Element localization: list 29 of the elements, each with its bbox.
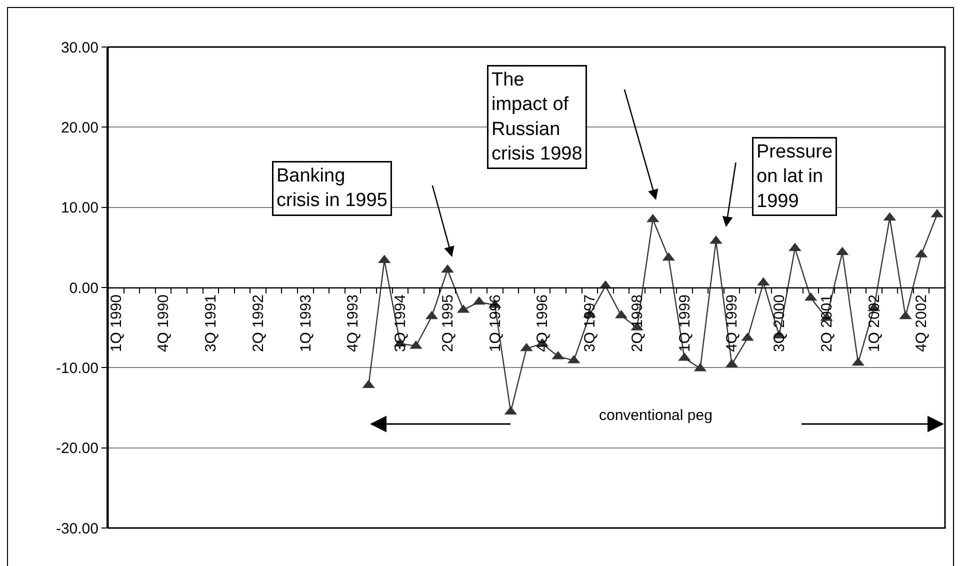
x-tick-label: 3Q 2000 bbox=[771, 294, 788, 352]
x-tick-label: 1Q 1990 bbox=[108, 294, 125, 352]
x-tick-label: 1Q 2002 bbox=[866, 294, 883, 352]
annotation: Pressure on lat in 1999 bbox=[756, 142, 833, 212]
y-tick-label: -20.00 bbox=[56, 440, 98, 458]
y-tick-label: -10.00 bbox=[56, 360, 98, 377]
x-tick-label: 4Q 1990 bbox=[155, 294, 172, 352]
x-tick-label: 4Q 1999 bbox=[724, 294, 741, 352]
x-tick-label: 3Q 1994 bbox=[392, 294, 410, 352]
annotation: The impact of Russian crisis 1998 bbox=[492, 70, 582, 165]
y-tick-label: 10.00 bbox=[60, 200, 98, 217]
annotation: Banking crisis in 1995 bbox=[276, 166, 388, 212]
y-tick-label: 30.00 bbox=[60, 39, 98, 56]
x-tick-label: 4Q 2002 bbox=[913, 294, 930, 352]
x-tick-label: 2Q 1995 bbox=[439, 294, 456, 352]
y-tick-label: 20.00 bbox=[60, 119, 98, 136]
y-tick-label: 0.00 bbox=[69, 280, 98, 297]
x-tick-label: 1Q 1993 bbox=[297, 294, 314, 352]
x-tick-label: 3Q 1997 bbox=[582, 294, 599, 352]
annotation: conventional peg bbox=[599, 407, 712, 424]
x-tick-label: 1Q 1996 bbox=[486, 294, 504, 352]
x-tick-label: 3Q 1991 bbox=[202, 294, 220, 352]
x-tick-label: 2Q 2001 bbox=[818, 294, 836, 352]
x-tick-label: 2Q 1992 bbox=[250, 294, 267, 352]
x-tick-label: 4Q 1993 bbox=[344, 294, 362, 352]
x-tick-label: 2Q 1998 bbox=[628, 294, 646, 352]
x-tick-label: 4Q 1996 bbox=[534, 294, 552, 352]
x-tick-label: 1Q 1999 bbox=[676, 294, 694, 352]
y-tick-label: -30.00 bbox=[56, 520, 98, 538]
